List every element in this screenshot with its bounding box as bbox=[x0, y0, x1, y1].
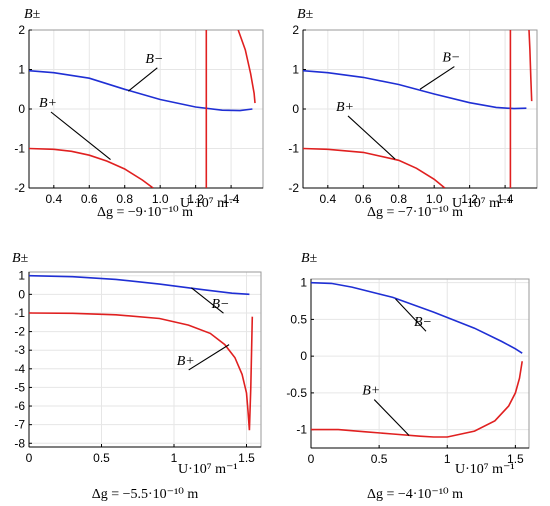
x-tick-label: 1.2 bbox=[187, 192, 204, 206]
series-line-b-minus bbox=[311, 281, 523, 354]
y-tick-label: -1 bbox=[14, 142, 25, 156]
series-line-b-plus bbox=[29, 147, 154, 188]
series-line-b-plus bbox=[29, 312, 254, 431]
y-tick-label: -1 bbox=[288, 142, 299, 156]
annotation-leader bbox=[395, 298, 427, 332]
x-tick-label: 0.6 bbox=[81, 192, 98, 206]
chart-panel-3: 0 0.5 1 1.5 -8 -7 -6 -5 -4 -3 -2 -1 0 1 B− B+ B± U·10⁷ m⁻… bbox=[12, 251, 262, 502]
chart-panel-1: 0.4 0.6 0.8 1.0 1.2 1.4 -2 -1 0 1 2 B− B+ B± U·10⁷ m⁻¹… bbox=[14, 7, 264, 220]
y-tick-label: -8 bbox=[14, 436, 25, 450]
annotation-leader bbox=[50, 111, 111, 160]
x-tick-label: 1 bbox=[171, 451, 178, 465]
y-tick-label: 0.5 bbox=[290, 312, 307, 326]
x-tick-label: 0.5 bbox=[93, 451, 110, 465]
series-label: B+ bbox=[362, 384, 380, 399]
x-tick-label: 0.8 bbox=[116, 192, 133, 206]
series-label: B+ bbox=[39, 96, 57, 111]
x-tick-label: 1 bbox=[444, 452, 451, 466]
y-tick-label: -7 bbox=[14, 418, 25, 432]
series-label: B+ bbox=[336, 100, 354, 115]
y-tick-label: 2 bbox=[292, 23, 299, 37]
x-axis-label: U·10⁷ m⁻¹ bbox=[455, 462, 515, 477]
series-line-b-minus bbox=[303, 69, 527, 110]
y-axis-label: B± bbox=[12, 251, 29, 266]
panel-caption: Δg = −4·10⁻¹⁰ m bbox=[367, 487, 463, 502]
x-tick-label: 1.0 bbox=[426, 192, 443, 206]
x-tick-label: 0 bbox=[26, 451, 33, 465]
series-line-asymptote-branch bbox=[237, 30, 256, 104]
panel-caption: Δg = −7·10⁻¹⁰ m bbox=[367, 205, 463, 220]
panel-caption: Δg = −5.5·10⁻¹⁰ m bbox=[92, 487, 199, 502]
y-tick-label: -3 bbox=[14, 343, 25, 357]
y-tick-label: -1 bbox=[14, 306, 25, 320]
y-tick-label: 0 bbox=[292, 102, 299, 116]
series-line-b-minus bbox=[29, 69, 253, 112]
x-tick-label: 1.5 bbox=[238, 451, 255, 465]
y-tick-label: 2 bbox=[18, 23, 25, 37]
annotation-leader bbox=[373, 399, 410, 436]
series-label: B− bbox=[414, 315, 432, 330]
x-tick-label: 1.4 bbox=[223, 192, 240, 206]
y-tick-label: 1 bbox=[18, 269, 25, 283]
x-tick-label: 0.5 bbox=[371, 452, 388, 466]
annotation-leader bbox=[188, 344, 230, 371]
annotation-leader bbox=[127, 67, 158, 92]
annotation-leader bbox=[419, 66, 455, 90]
x-tick-label: 0.4 bbox=[319, 192, 336, 206]
y-tick-label: 1 bbox=[18, 63, 25, 77]
annotation-leader bbox=[191, 287, 224, 314]
y-tick-label: 1 bbox=[292, 63, 299, 77]
y-tick-label: -4 bbox=[14, 362, 25, 376]
plot-frame bbox=[310, 278, 530, 449]
panel-caption: Δg = −9·10⁻¹⁰ m bbox=[97, 205, 193, 220]
chart-panel-4: 0 0.5 1 1.5 -1 -0.5 0 0.5 1 B− B+ B± U·10⁷ m⁻¹ Δg = −… bbox=[286, 251, 530, 502]
series-label: B+ bbox=[177, 354, 195, 369]
x-tick-label: 1.4 bbox=[497, 192, 514, 206]
y-tick-label: -5 bbox=[14, 380, 25, 394]
x-axis-label: U·10⁷ m⁻¹ bbox=[178, 462, 238, 477]
y-tick-label: 0 bbox=[18, 287, 25, 301]
x-tick-label: 0 bbox=[308, 452, 315, 466]
y-axis-label: B± bbox=[301, 251, 318, 266]
series-label: B− bbox=[212, 297, 230, 312]
chart-panel-2: 0.4 0.6 0.8 1.0 1.2 1.4 -2 -1 0 1 2 B− B+ B± U·10⁷ m⁻¹… bbox=[288, 7, 538, 220]
y-tick-label: -6 bbox=[14, 399, 25, 413]
series-line-b-plus bbox=[303, 147, 446, 188]
series-line-b-plus bbox=[311, 361, 523, 438]
x-tick-label: 0.6 bbox=[355, 192, 372, 206]
annotation-leader bbox=[347, 115, 396, 160]
x-axis-label: U·10⁷ m⁻¹ bbox=[452, 196, 512, 211]
y-tick-label: 0 bbox=[18, 102, 25, 116]
x-tick-label: 0.8 bbox=[390, 192, 407, 206]
y-tick-label: -1 bbox=[296, 423, 307, 437]
y-tick-label: -0.5 bbox=[286, 386, 307, 400]
series-label: B− bbox=[442, 51, 460, 66]
x-axis-label: U·10⁷ m⁻¹ bbox=[180, 196, 240, 211]
y-axis-label: B± bbox=[297, 7, 314, 22]
x-tick-label: 1.5 bbox=[507, 452, 524, 466]
x-tick-label: 1.0 bbox=[152, 192, 169, 206]
x-tick-label: 1.2 bbox=[461, 192, 478, 206]
y-tick-label: 0 bbox=[300, 349, 307, 363]
series-line-asymptote-branch bbox=[528, 30, 533, 102]
y-tick-label: -2 bbox=[14, 181, 25, 195]
y-tick-label: -2 bbox=[14, 325, 25, 339]
series-label: B− bbox=[145, 52, 163, 67]
y-tick-label: 1 bbox=[300, 276, 307, 290]
y-axis-label: B± bbox=[24, 7, 41, 22]
x-tick-label: 0.4 bbox=[45, 192, 62, 206]
y-tick-label: -2 bbox=[288, 181, 299, 195]
series-line-b-minus bbox=[29, 274, 250, 296]
